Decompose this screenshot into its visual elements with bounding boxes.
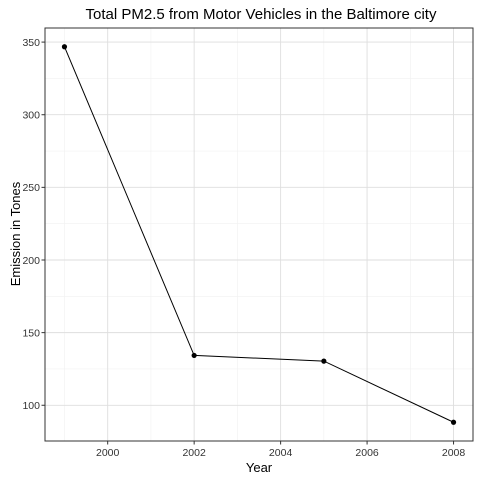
y-tick-label: 100: [22, 400, 40, 412]
y-tick-label: 250: [22, 182, 40, 194]
x-tick-label: 2006: [355, 447, 379, 459]
series-line: [63, 46, 454, 423]
y-tick-label: 200: [22, 255, 40, 267]
x-tick-label: 2002: [182, 447, 206, 459]
data-point: [321, 358, 327, 364]
x-axis-title: Year: [246, 460, 273, 475]
y-tick-label: 350: [22, 37, 40, 49]
axis-ticks: 2000 2002 2004 2006 2008 100 150 200 250 300 350: [22, 37, 465, 459]
plot-panel-border: [44, 27, 474, 442]
data-point: [450, 419, 457, 425]
y-axis-title: Emission in Tones: [8, 181, 23, 286]
data-point: [191, 352, 197, 359]
series-layer: [61, 44, 457, 425]
x-tick-label: 2000: [96, 447, 120, 459]
data-point: [61, 44, 68, 50]
x-tick-label: 2008: [442, 447, 466, 459]
grid-lines: [45, 28, 473, 441]
y-tick-label: 150: [22, 327, 40, 339]
x-tick-label: 2004: [269, 447, 293, 459]
y-tick-label: 300: [22, 110, 40, 122]
chart-title: Total PM2.5 from Motor Vehicles in the B…: [86, 6, 437, 23]
